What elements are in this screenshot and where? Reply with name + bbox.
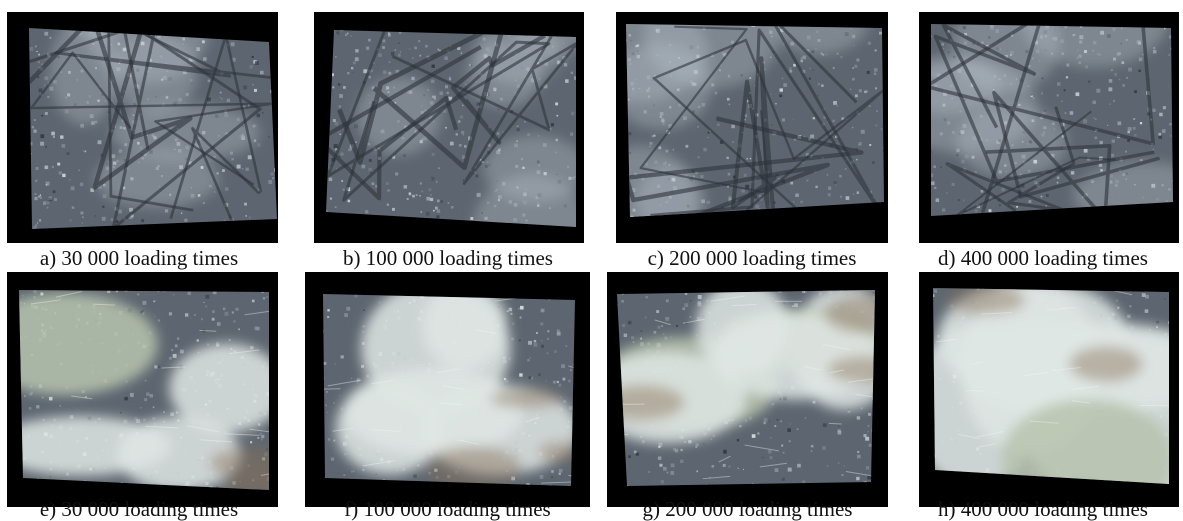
- rock-surface-photo-h: [919, 272, 1179, 507]
- caption-a: a) 30 000 loading times: [0, 246, 278, 270]
- rock-surface-photo-f: [305, 272, 590, 507]
- rock-surface-photo-d: [919, 12, 1179, 243]
- caption-c: c) 200 000 loading times: [610, 246, 894, 270]
- caption-e: e) 30 000 loading times: [0, 497, 278, 521]
- rock-surface-photo-e: [7, 272, 278, 507]
- caption-d: d) 400 000 loading times: [904, 246, 1182, 270]
- rock-surface-photo-b: [314, 12, 584, 243]
- rock-surface-photo-c: [616, 12, 888, 243]
- caption-b: b) 100 000 loading times: [307, 246, 589, 270]
- rock-surface-photo-a: [7, 12, 278, 243]
- caption-f: f) 100 000 loading times: [305, 497, 590, 521]
- rock-surface-photo-g: [607, 272, 888, 507]
- caption-g: g) 200 000 loading times: [607, 497, 888, 521]
- caption-h: h) 400 000 loading times: [904, 497, 1182, 521]
